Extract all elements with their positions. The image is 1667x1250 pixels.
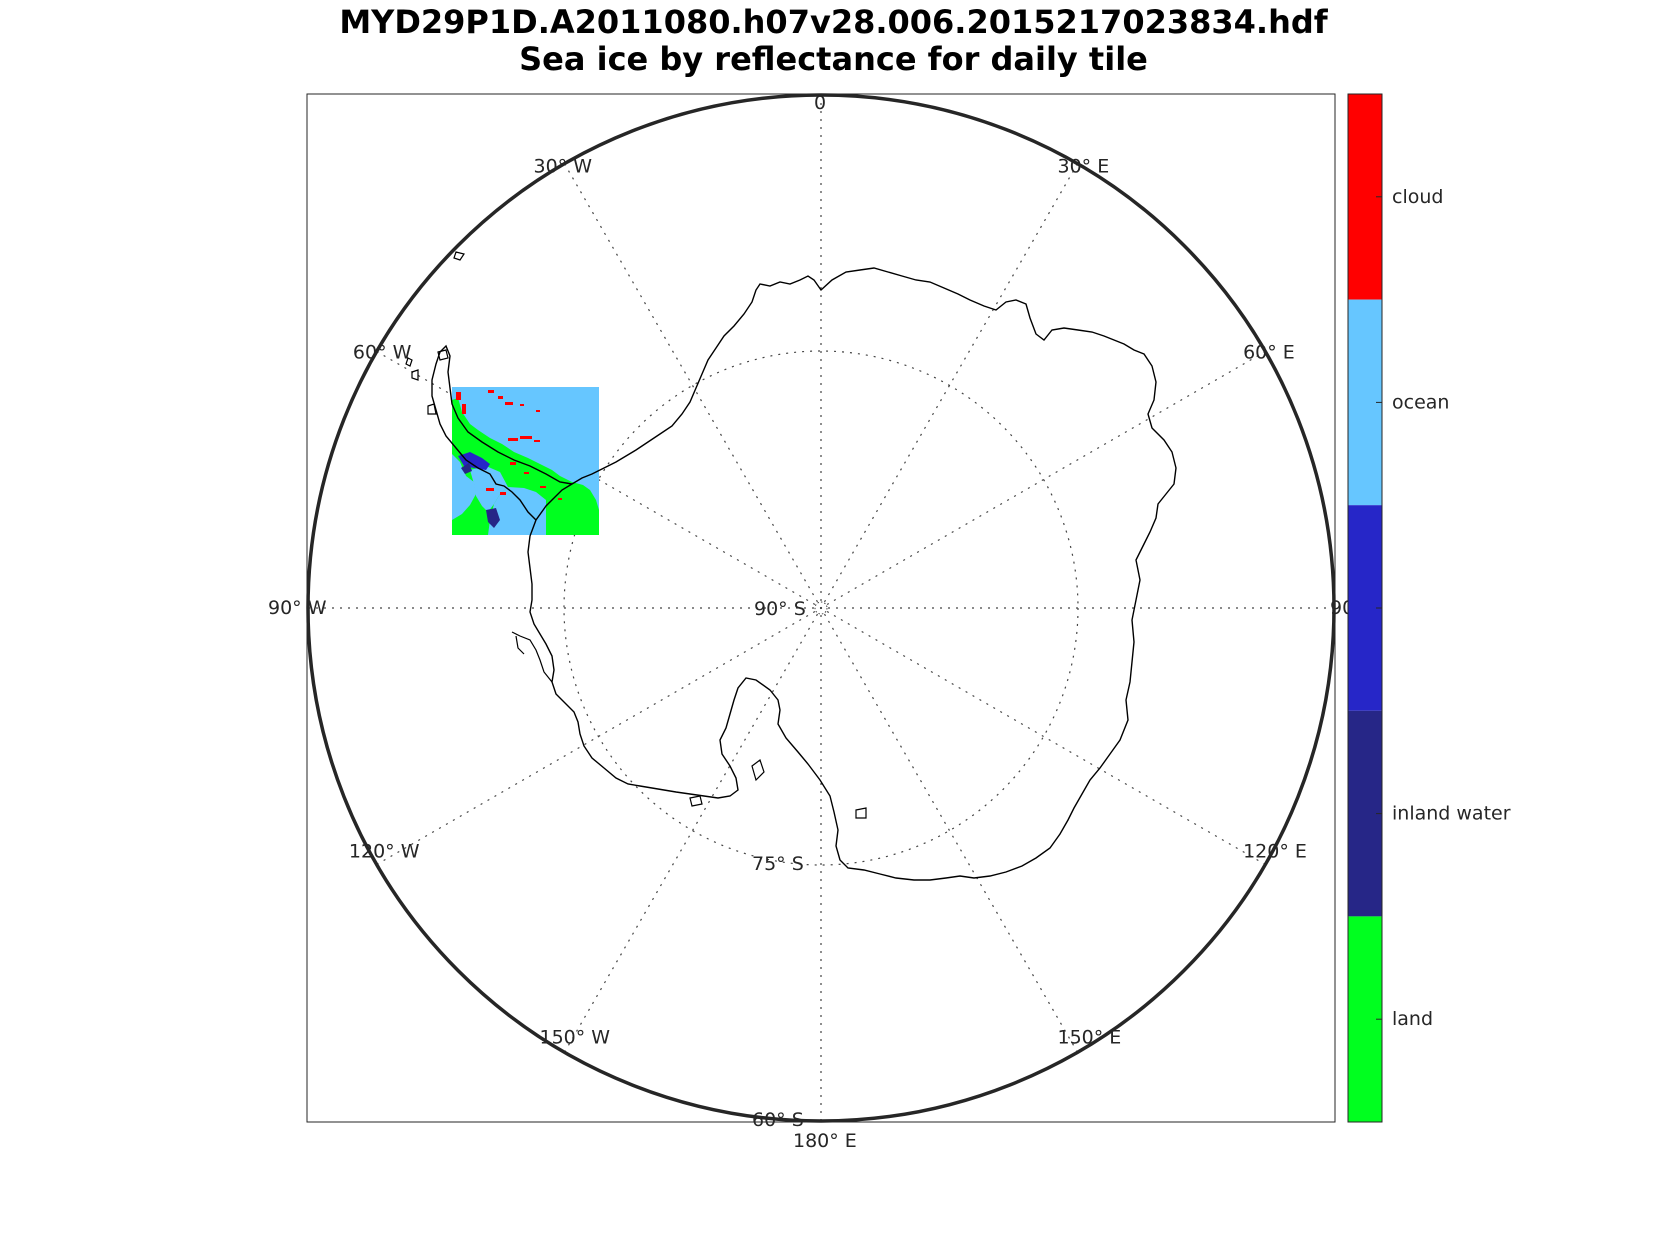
parallel-labels: 90° S 75° S 60° S [752,598,806,1131]
tile-inland-water-2 [486,508,500,528]
tile-inland-water-3 [461,463,472,474]
ross-sea-island-1 [689,795,703,807]
peninsula-island-5 [405,357,413,367]
graticule [308,95,1334,1121]
antarctic-peninsula [431,344,573,521]
meridian-label-w60: 60° W [353,342,412,364]
meridian-line-150 [563,163,1079,1053]
parallel-label-75s: 75° S [752,853,804,875]
antarctica-coastline [527,267,1177,881]
peninsula-island-4 [453,251,465,261]
title-filename: MYD29P1D.A2011080.h07v28.006.20152170238… [339,3,1328,41]
parallel-label-90s: 90° S [754,598,806,620]
colorbar-frame [1347,93,1383,1123]
meridian-label-w30: 30° W [534,155,593,177]
colorbar-label-4: land [1392,1008,1433,1030]
peninsula-island-3 [427,403,437,415]
meridian-label-w150: 150° W [540,1027,611,1049]
south-pole-marker [814,601,828,615]
meridian-label-0: 0 [814,92,826,114]
map-boundary-circle [306,93,1336,1123]
parallel-label-60s: 60° S [752,1109,804,1131]
meridian-label-w120: 120° W [349,841,420,863]
bellingshausen-coast-detail [511,631,553,683]
figure-title: MYD29P1D.A2011080.h07v28.006.20152170238… [0,4,1667,78]
ross-sea-island-2 [855,807,867,819]
meridian-label-w90: 90° W [268,597,327,619]
meridian-label-30: 30° E [1058,155,1110,177]
colorbar: cloud ocean inland water land [1347,93,1511,1123]
colorbar-label-0: cloud [1392,186,1443,208]
tile-cloud [456,390,562,500]
colorbar-label-1: ocean [1392,391,1449,413]
meridian-label-120: 120° E [1243,841,1307,863]
meridian-label-60: 60° E [1243,342,1295,364]
meridian-label-180: 180° E [793,1130,857,1152]
title-subtitle: Sea ice by reflectance for daily tile [519,40,1148,78]
colorbar-label-3: inland water [1392,803,1511,825]
peninsula-island-2 [411,369,419,381]
meridian-lines [308,95,1334,1121]
peninsula-island-1 [437,349,449,361]
meridian-label-150: 150° E [1058,1027,1122,1049]
tile-image [452,387,599,535]
ross-ice-shelf-edge [751,759,765,782]
